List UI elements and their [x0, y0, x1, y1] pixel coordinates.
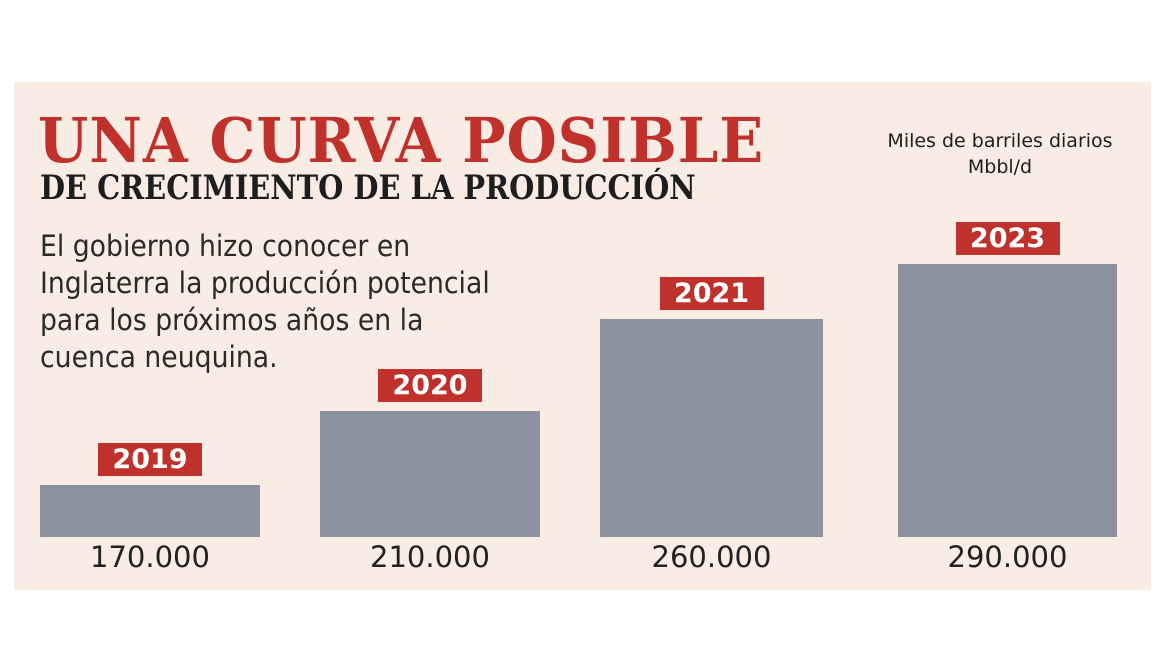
year-label: 2019 — [98, 442, 202, 476]
unit-label: Miles de barriles diarios Mbbl/d — [870, 128, 1130, 180]
year-label: 2021 — [659, 277, 764, 311]
chart-title: UNA CURVA POSIBLE — [38, 104, 765, 177]
year-label: 2023 — [955, 222, 1060, 255]
year-label: 2020 — [378, 369, 482, 403]
bar-2019 — [40, 484, 260, 537]
value-label: 170.000 — [90, 540, 210, 574]
bar-2020 — [320, 411, 540, 537]
chart-description: El gobierno hizo conocer en Inglaterra l… — [40, 229, 490, 374]
chart-subtitle: DE CRECIMIENTO DE LA PRODUCCIÓN — [40, 168, 696, 208]
bar-2021 — [600, 319, 823, 537]
unit-label-line2: Mbbl/d — [967, 156, 1033, 178]
bar-2023 — [898, 264, 1117, 537]
unit-label-line1: Miles de barriles diarios — [887, 130, 1113, 152]
value-label: 210.000 — [370, 540, 490, 574]
value-label: 260.000 — [651, 540, 772, 574]
value-label: 290.000 — [947, 540, 1068, 574]
